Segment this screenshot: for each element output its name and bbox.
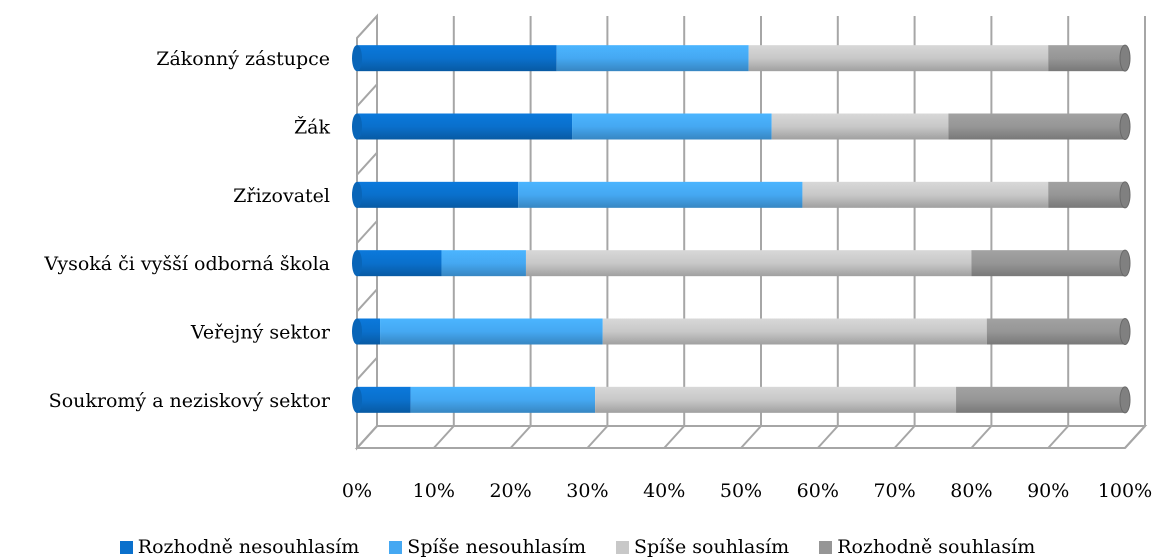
bar-end-cap bbox=[1119, 318, 1131, 345]
bar-segment bbox=[357, 318, 381, 345]
x-tick-label: 20% bbox=[489, 480, 531, 502]
bar-start-cap bbox=[352, 250, 362, 277]
bar-end-cap bbox=[1119, 181, 1131, 209]
bar-start-cap bbox=[352, 45, 362, 72]
bar-start-cap bbox=[352, 386, 362, 413]
bar-segment bbox=[357, 45, 557, 72]
gridline-floor bbox=[740, 425, 762, 449]
category-labels: Zákonný zástupce Žák Zřizovatel Vysoká či v… bbox=[43, 48, 331, 412]
bar-start-cap bbox=[352, 113, 362, 140]
category-label: Žák bbox=[294, 116, 331, 139]
legend-label: Rozhodně nesouhlasím bbox=[137, 536, 360, 558]
bar-segment bbox=[802, 181, 1049, 208]
bar-segment bbox=[441, 250, 526, 277]
x-tick-label: 40% bbox=[643, 480, 685, 502]
bar-segment bbox=[380, 318, 603, 345]
bar-segment bbox=[357, 386, 411, 413]
bar-segment bbox=[572, 113, 772, 140]
category-label: Vysoká či vyšší odborná škola bbox=[43, 253, 330, 275]
x-tick-label: 60% bbox=[797, 480, 839, 502]
x-tick-label: 30% bbox=[566, 480, 608, 502]
legend-item: Spíše nesouhlasím bbox=[389, 536, 586, 558]
bar-end-cap bbox=[1119, 249, 1131, 277]
gridline-floor bbox=[893, 425, 916, 449]
bar-segment bbox=[518, 181, 803, 208]
bar-segment bbox=[771, 113, 949, 140]
bar-segment bbox=[595, 386, 957, 413]
bar-end-cap bbox=[1119, 44, 1131, 72]
gridlines bbox=[356, 15, 1146, 449]
gridline-floor bbox=[433, 425, 455, 449]
category-separator bbox=[356, 151, 378, 176]
gridline-floor bbox=[663, 425, 685, 449]
legend-label: Spíše souhlasím bbox=[633, 536, 790, 558]
bars bbox=[352, 44, 1131, 414]
category-label: Zákonný zástupce bbox=[156, 48, 330, 70]
bar-segment bbox=[748, 45, 1049, 72]
legend-label: Rozhodně souhlasím bbox=[837, 536, 1036, 558]
x-tick-label: 0% bbox=[342, 480, 372, 502]
category-label: Zřizovatel bbox=[233, 185, 330, 207]
bar-start-cap bbox=[352, 318, 362, 345]
category-separator bbox=[356, 83, 378, 108]
bar-segment bbox=[410, 386, 596, 413]
bar-end-cap bbox=[1119, 113, 1131, 140]
bar-segment bbox=[971, 250, 1125, 277]
bar-start-cap bbox=[352, 181, 362, 208]
gridline-floor bbox=[970, 425, 993, 449]
gridline-floor bbox=[586, 425, 609, 449]
bar-segment bbox=[525, 250, 972, 277]
bar-segment bbox=[1048, 45, 1125, 72]
legend-swatch bbox=[389, 540, 403, 554]
bar-segment bbox=[357, 250, 442, 277]
legend-swatch bbox=[615, 540, 629, 554]
category-separator bbox=[356, 15, 378, 39]
category-separator bbox=[356, 425, 378, 449]
x-tick-label: 10% bbox=[413, 480, 455, 502]
category-label: Soukromý a neziskový sektor bbox=[49, 390, 331, 412]
x-tick-label: 50% bbox=[720, 480, 762, 502]
bar-segment bbox=[956, 386, 1125, 413]
chart-plot-area bbox=[354, 13, 1148, 451]
bar-segment bbox=[986, 318, 1125, 345]
gridline-floor bbox=[1124, 425, 1146, 449]
legend-item: Rozhodně souhlasím bbox=[819, 536, 1035, 558]
x-axis-tick-labels: 0% 10% 20% 30% 40% 50% 60% 70% 80% 90% 100% bbox=[342, 480, 1152, 502]
legend-swatch bbox=[119, 540, 133, 554]
gridline-floor bbox=[509, 425, 532, 449]
category-separator bbox=[356, 288, 378, 313]
gridline-floor bbox=[1047, 425, 1069, 449]
legend: Rozhodně nesouhlasím Spíše nesouhlasím Spí… bbox=[0, 536, 1155, 558]
bar-segment bbox=[948, 113, 1125, 140]
bar-end-cap bbox=[1119, 386, 1131, 414]
bar-segment bbox=[556, 45, 749, 72]
category-separator bbox=[356, 356, 378, 381]
x-tick-label: 100% bbox=[1098, 480, 1152, 502]
legend-label: Spíše nesouhlasím bbox=[407, 536, 586, 558]
legend-swatch bbox=[819, 540, 833, 554]
bar-segment bbox=[357, 181, 519, 208]
x-tick-label: 90% bbox=[1027, 480, 1069, 502]
category-label: Veřejný sektor bbox=[190, 322, 331, 344]
gridline-floor bbox=[817, 425, 839, 449]
x-tick-label: 70% bbox=[873, 480, 915, 502]
category-separator bbox=[356, 220, 378, 244]
bar-segment bbox=[1048, 181, 1125, 208]
legend-item: Rozhodně nesouhlasím bbox=[119, 536, 360, 558]
x-tick-label: 80% bbox=[950, 480, 992, 502]
bar-segment bbox=[602, 318, 987, 345]
legend-item: Spíše souhlasím bbox=[615, 536, 790, 558]
bar-segment bbox=[357, 113, 573, 140]
